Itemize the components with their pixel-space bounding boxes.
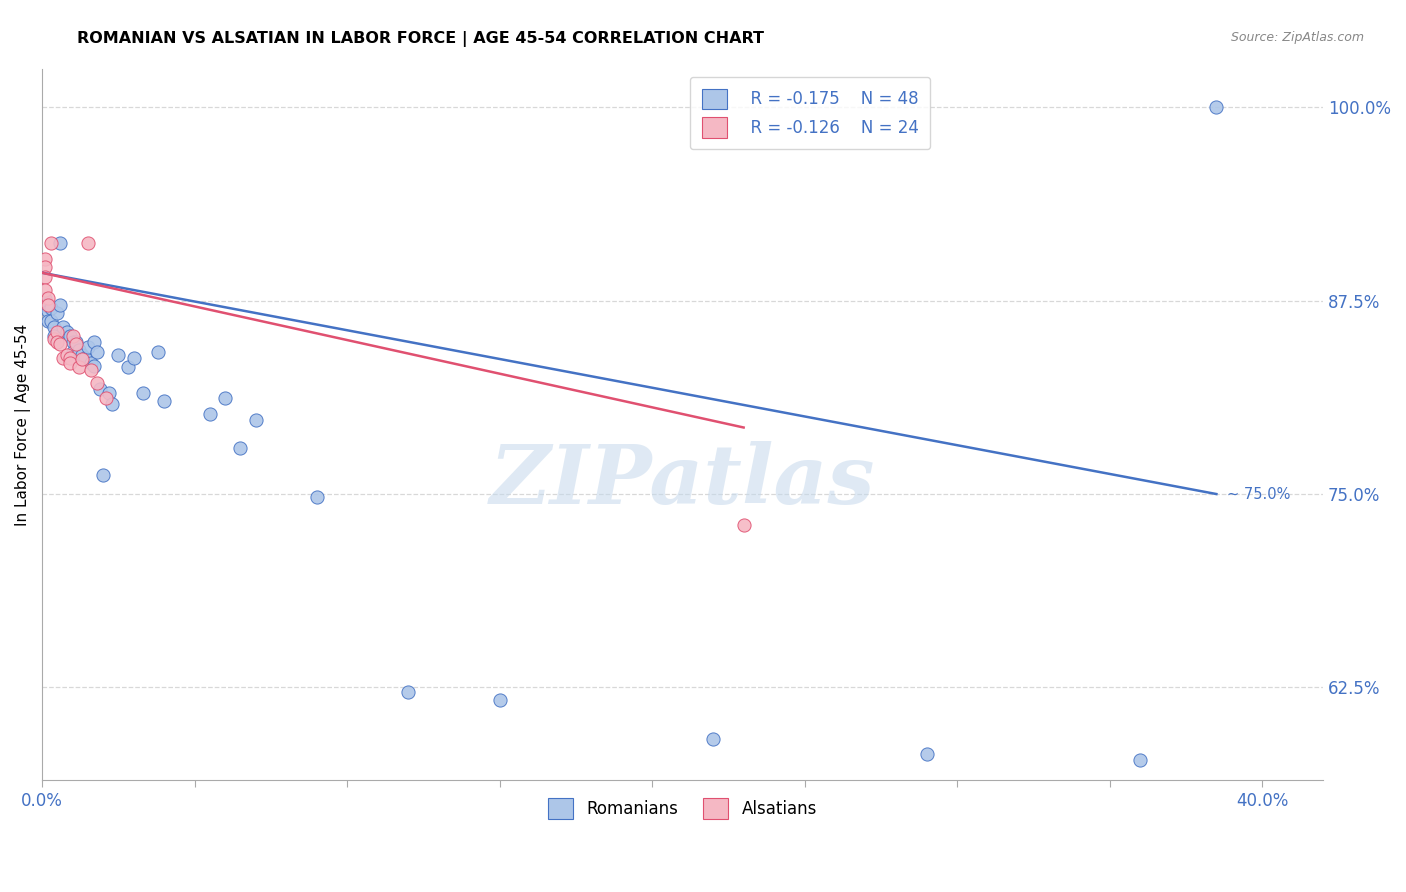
Point bbox=[153, 394, 176, 409]
Point bbox=[565, 784, 588, 798]
Point bbox=[52, 351, 75, 365]
Point bbox=[46, 335, 69, 350]
Point bbox=[44, 320, 66, 334]
Point bbox=[245, 413, 267, 427]
Point bbox=[34, 292, 56, 306]
Point bbox=[62, 344, 84, 359]
Point bbox=[1205, 100, 1227, 114]
Point bbox=[39, 236, 62, 251]
Point bbox=[58, 355, 80, 369]
Point bbox=[44, 332, 66, 346]
Point bbox=[122, 351, 145, 365]
Point bbox=[39, 301, 62, 316]
Legend: Romanians, Alsatians: Romanians, Alsatians bbox=[541, 792, 824, 825]
Point bbox=[37, 314, 59, 328]
Y-axis label: In Labor Force | Age 45-54: In Labor Force | Age 45-54 bbox=[15, 323, 31, 525]
Text: Source: ZipAtlas.com: Source: ZipAtlas.com bbox=[1230, 31, 1364, 45]
Point bbox=[132, 386, 155, 401]
Point bbox=[65, 337, 87, 351]
Point bbox=[83, 335, 105, 350]
Point bbox=[98, 386, 121, 401]
Point bbox=[91, 468, 114, 483]
Point bbox=[73, 351, 96, 365]
Point bbox=[44, 329, 66, 343]
Text: ~ 75.0%: ~ 75.0% bbox=[1227, 486, 1291, 501]
Point bbox=[1129, 753, 1152, 767]
Point bbox=[55, 325, 77, 339]
Point bbox=[70, 348, 93, 362]
Point bbox=[34, 283, 56, 297]
Point bbox=[70, 352, 93, 367]
Point bbox=[80, 363, 103, 377]
Point bbox=[34, 260, 56, 274]
Point bbox=[49, 236, 72, 251]
Point bbox=[117, 360, 139, 375]
Point bbox=[65, 335, 87, 350]
Point bbox=[34, 270, 56, 285]
Point bbox=[46, 306, 69, 320]
Point bbox=[37, 298, 59, 312]
Text: ZIPatlas: ZIPatlas bbox=[489, 442, 876, 521]
Point bbox=[46, 325, 69, 339]
Point bbox=[146, 344, 169, 359]
Point bbox=[702, 731, 724, 746]
Point bbox=[915, 747, 938, 761]
Point bbox=[214, 391, 236, 405]
Point bbox=[55, 348, 77, 362]
Point bbox=[305, 490, 328, 504]
Point bbox=[229, 441, 252, 455]
Point bbox=[198, 407, 221, 421]
Point bbox=[76, 340, 98, 354]
Point bbox=[76, 236, 98, 251]
Point bbox=[62, 335, 84, 350]
Point bbox=[39, 314, 62, 328]
Point bbox=[83, 359, 105, 373]
Point bbox=[37, 304, 59, 318]
Point bbox=[49, 337, 72, 351]
Point bbox=[34, 252, 56, 266]
Point bbox=[37, 291, 59, 305]
Point bbox=[1007, 815, 1029, 830]
Point bbox=[67, 360, 90, 375]
Point bbox=[86, 376, 108, 390]
Point bbox=[96, 391, 118, 405]
Text: ROMANIAN VS ALSATIAN IN LABOR FORCE | AGE 45-54 CORRELATION CHART: ROMANIAN VS ALSATIAN IN LABOR FORCE | AG… bbox=[77, 31, 765, 47]
Point bbox=[396, 685, 419, 699]
Point bbox=[58, 351, 80, 365]
Point bbox=[86, 344, 108, 359]
Point bbox=[80, 355, 103, 369]
Point bbox=[52, 320, 75, 334]
Point bbox=[67, 343, 90, 358]
Point bbox=[488, 693, 510, 707]
Point bbox=[58, 329, 80, 343]
Point bbox=[733, 518, 755, 533]
Point bbox=[101, 397, 124, 411]
Point bbox=[89, 382, 111, 396]
Point bbox=[49, 298, 72, 312]
Point bbox=[34, 298, 56, 312]
Point bbox=[62, 329, 84, 343]
Point bbox=[107, 348, 129, 362]
